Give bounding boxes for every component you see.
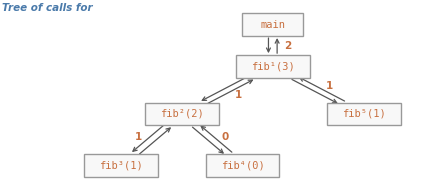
Text: 1: 1 — [235, 89, 242, 100]
Text: Tree of calls for: Tree of calls for — [2, 3, 93, 13]
Text: fib²(2): fib²(2) — [160, 109, 204, 119]
Text: 2: 2 — [284, 41, 291, 51]
FancyBboxPatch shape — [84, 154, 158, 177]
Text: 1: 1 — [135, 132, 142, 142]
Text: fib⁴(0): fib⁴(0) — [220, 160, 265, 170]
Text: main: main — [260, 20, 285, 30]
FancyBboxPatch shape — [145, 103, 219, 125]
Text: fib⁵(1): fib⁵(1) — [342, 109, 386, 119]
Text: fib³(1): fib³(1) — [99, 160, 143, 170]
FancyBboxPatch shape — [206, 154, 279, 177]
FancyBboxPatch shape — [236, 55, 310, 78]
FancyBboxPatch shape — [242, 13, 303, 36]
Text: 0: 0 — [222, 132, 229, 142]
FancyBboxPatch shape — [327, 103, 401, 125]
Text: fib¹(3): fib¹(3) — [251, 62, 295, 71]
Text: 1: 1 — [326, 81, 333, 91]
